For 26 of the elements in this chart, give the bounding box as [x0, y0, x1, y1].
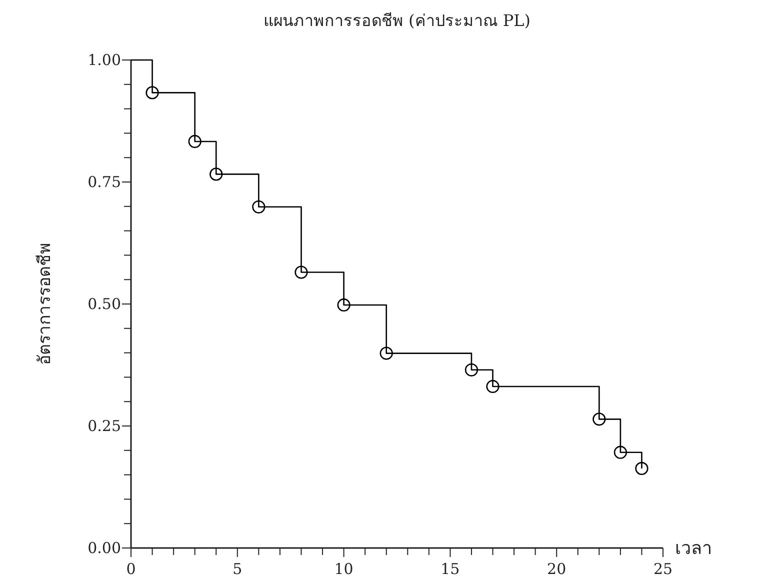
point: [380, 346, 393, 360]
y-tick-label: 0.50: [88, 295, 121, 313]
x-axis-title: เวลา: [675, 538, 712, 559]
point: [635, 462, 648, 476]
y-tick-label: 0.25: [88, 417, 121, 435]
x-tick-label: 5: [232, 560, 242, 578]
point: [146, 86, 159, 100]
y-tick-label: 0.75: [88, 173, 121, 191]
point: [486, 380, 500, 394]
x-tick-label: 10: [334, 560, 354, 578]
point: [252, 200, 266, 214]
x-tick-label: 25: [653, 560, 673, 578]
y-axis-title: อัตราการรอดชีพ: [35, 243, 55, 365]
x-tick-label: 0: [126, 560, 136, 578]
point: [188, 134, 202, 148]
point: [614, 446, 628, 459]
point: [464, 363, 478, 376]
point: [294, 266, 308, 279]
x-tick-label: 20: [547, 560, 566, 578]
chart-title: แผนภาพการรอดชีพ (ค่าประมาณ PL): [263, 11, 531, 30]
point: [592, 412, 606, 426]
y-tick-label: 0.00: [88, 539, 121, 557]
point: [337, 298, 350, 312]
y-tick-label: 1.00: [88, 51, 121, 69]
x-tick-label: 15: [440, 560, 460, 578]
point: [210, 168, 223, 181]
